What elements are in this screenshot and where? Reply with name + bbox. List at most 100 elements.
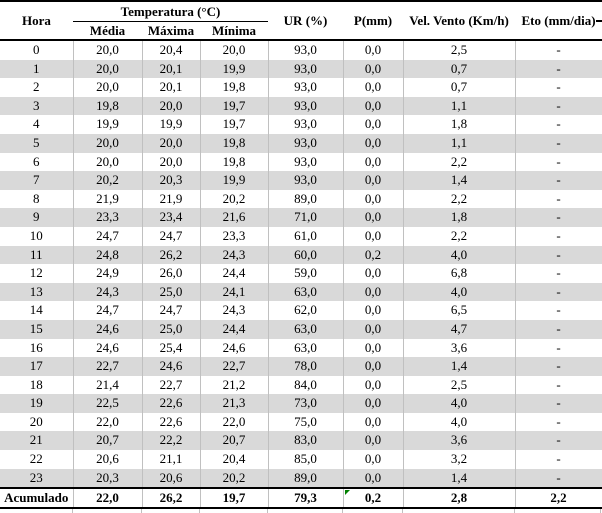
value-cell: 89,0 <box>267 189 344 209</box>
value-cell: 0,0 <box>342 319 404 339</box>
value-cell: 6,8 <box>402 264 516 283</box>
col-header-ur: UR (%) <box>283 13 328 28</box>
value-cell: 20,6 <box>72 450 142 469</box>
value-cell: 20,6 <box>141 468 200 489</box>
acumulado-media-cell: 22,0 <box>72 488 142 509</box>
hora-cell: 4 <box>33 116 40 132</box>
value-cell: 61,0 <box>267 226 344 246</box>
value-cell: - <box>514 357 602 376</box>
value-cell: 0,0 <box>342 152 404 172</box>
value-cell: 4,0 <box>402 245 516 265</box>
value-cell: 21,3 <box>199 394 269 413</box>
hora-cell: 9 <box>33 209 40 225</box>
value-cell: 0,0 <box>342 450 404 469</box>
hora-cell: 2 <box>33 79 40 95</box>
col-header-media: Média <box>89 23 126 38</box>
value-cell: 19,9 <box>141 115 200 134</box>
value-cell: 0,0 <box>342 96 404 116</box>
acumulado-p-cell: 0,2 <box>342 488 404 509</box>
value-cell: - <box>514 226 602 246</box>
value-cell: 0,0 <box>342 189 404 209</box>
value-cell: 22,7 <box>72 357 142 376</box>
value-cell: - <box>514 115 602 134</box>
value-cell: 20,2 <box>72 171 142 190</box>
value-cell: 22,0 <box>199 412 269 432</box>
value-cell: 0,0 <box>342 171 404 190</box>
value-cell: 1,4 <box>402 468 516 489</box>
value-cell: 20,0 <box>72 40 142 60</box>
col-header-hora: Hora <box>22 13 51 28</box>
value-cell: 24,3 <box>72 282 142 302</box>
table-row: 11 24,8 26,2 24,3 60,0 0,2 4,0- <box>0 245 602 265</box>
value-cell: 24,7 <box>141 301 200 320</box>
value-cell: 22,2 <box>141 431 200 451</box>
value-cell: 1,1 <box>402 133 516 153</box>
value-cell: 1,4 <box>402 171 516 190</box>
value-cell: 20,0 <box>72 59 142 79</box>
value-cell: 20,0 <box>141 133 200 153</box>
table-row: 20 22,0 22,6 22,0 75,0 0,0 4,0- <box>0 412 602 432</box>
col-header-minima: Mínima <box>211 23 257 38</box>
value-cell: 2,2 <box>402 189 516 209</box>
below-table-gridline-ticks <box>0 509 602 513</box>
value-cell: 20,0 <box>199 40 269 60</box>
value-cell: 24,7 <box>72 226 142 246</box>
table-row: 15 24,6 25,0 24,4 63,0 0,0 4,7- <box>0 319 602 339</box>
value-cell: - <box>514 450 602 469</box>
value-cell: 0,0 <box>342 338 404 358</box>
value-cell: 24,8 <box>72 245 142 265</box>
value-cell: 20,0 <box>72 133 142 153</box>
table-row: 7 20,2 20,3 19,9 93,0 0,0 1,4- <box>0 171 602 190</box>
value-cell: 21,9 <box>141 189 200 209</box>
value-cell: 0,0 <box>342 59 404 79</box>
hora-cell: 11 <box>29 246 43 262</box>
value-cell: 2,2 <box>402 152 516 172</box>
value-cell: 24,6 <box>199 338 269 358</box>
value-cell: 0,0 <box>342 394 404 413</box>
value-cell: 0,0 <box>342 115 404 134</box>
value-cell: 93,0 <box>267 59 344 79</box>
value-cell: - <box>514 208 602 227</box>
value-cell: 19,7 <box>199 115 269 134</box>
table-row: 10 24,7 24,7 23,3 61,0 0,0 2,2- <box>0 226 602 246</box>
col-group-temperatura: Temperatura (°C) <box>73 1 269 22</box>
value-cell: 22,6 <box>141 394 200 413</box>
value-cell: 24,3 <box>199 301 269 320</box>
cell-error-flag-icon <box>344 490 350 496</box>
value-cell: 93,0 <box>267 115 344 134</box>
col-header-vel-vento: Vel. Vento (Km/h) <box>409 13 509 28</box>
value-cell: 24,9 <box>72 264 142 283</box>
value-cell: - <box>514 96 602 116</box>
table-row: 1 20,0 20,1 19,9 93,0 0,0 0,7- <box>0 59 602 79</box>
hora-cell: 21 <box>29 432 43 448</box>
value-cell: 0,0 <box>342 301 404 320</box>
value-cell: 20,2 <box>199 468 269 489</box>
value-cell: 1,1 <box>402 96 516 116</box>
hora-cell: 16 <box>29 339 43 355</box>
table-row: 9 23,3 23,4 21,6 71,0 0,0 1,8- <box>0 208 602 227</box>
table-header: Hora Temperatura (°C) UR (%) P(mm) Vel. … <box>0 1 602 40</box>
value-cell: 63,0 <box>267 338 344 358</box>
value-cell: 3,6 <box>402 431 516 451</box>
value-cell: 25,4 <box>141 338 200 358</box>
acumulado-maxima-cell: 26,2 <box>141 488 200 509</box>
hora-cell: 5 <box>33 134 40 150</box>
acumulado-p-value: 0,2 <box>364 490 382 506</box>
value-cell: 2,2 <box>402 226 516 246</box>
table-row: 3 19,8 20,0 19,7 93,0 0,0 1,1- <box>0 96 602 116</box>
hora-cell: 15 <box>29 320 43 336</box>
value-cell: 93,0 <box>267 171 344 190</box>
hora-cell: 6 <box>33 153 40 169</box>
hora-cell: 14 <box>29 302 43 318</box>
table-row: 4 19,9 19,9 19,7 93,0 0,0 1,8- <box>0 115 602 134</box>
table-row: 2 20,0 20,1 19,8 93,0 0,0 0,7- <box>0 78 602 97</box>
table-row: 19 22,5 22,6 21,3 73,0 0,0 4,0- <box>0 394 602 413</box>
value-cell: - <box>514 338 602 358</box>
table-row: 21 20,7 22,2 20,7 83,0 0,0 3,6- <box>0 431 602 451</box>
value-cell: 24,1 <box>199 282 269 302</box>
value-cell: 93,0 <box>267 96 344 116</box>
value-cell: 24,4 <box>199 264 269 283</box>
value-cell: - <box>514 468 602 489</box>
hora-cell: 12 <box>29 265 43 281</box>
hora-cell: 22 <box>29 451 43 467</box>
